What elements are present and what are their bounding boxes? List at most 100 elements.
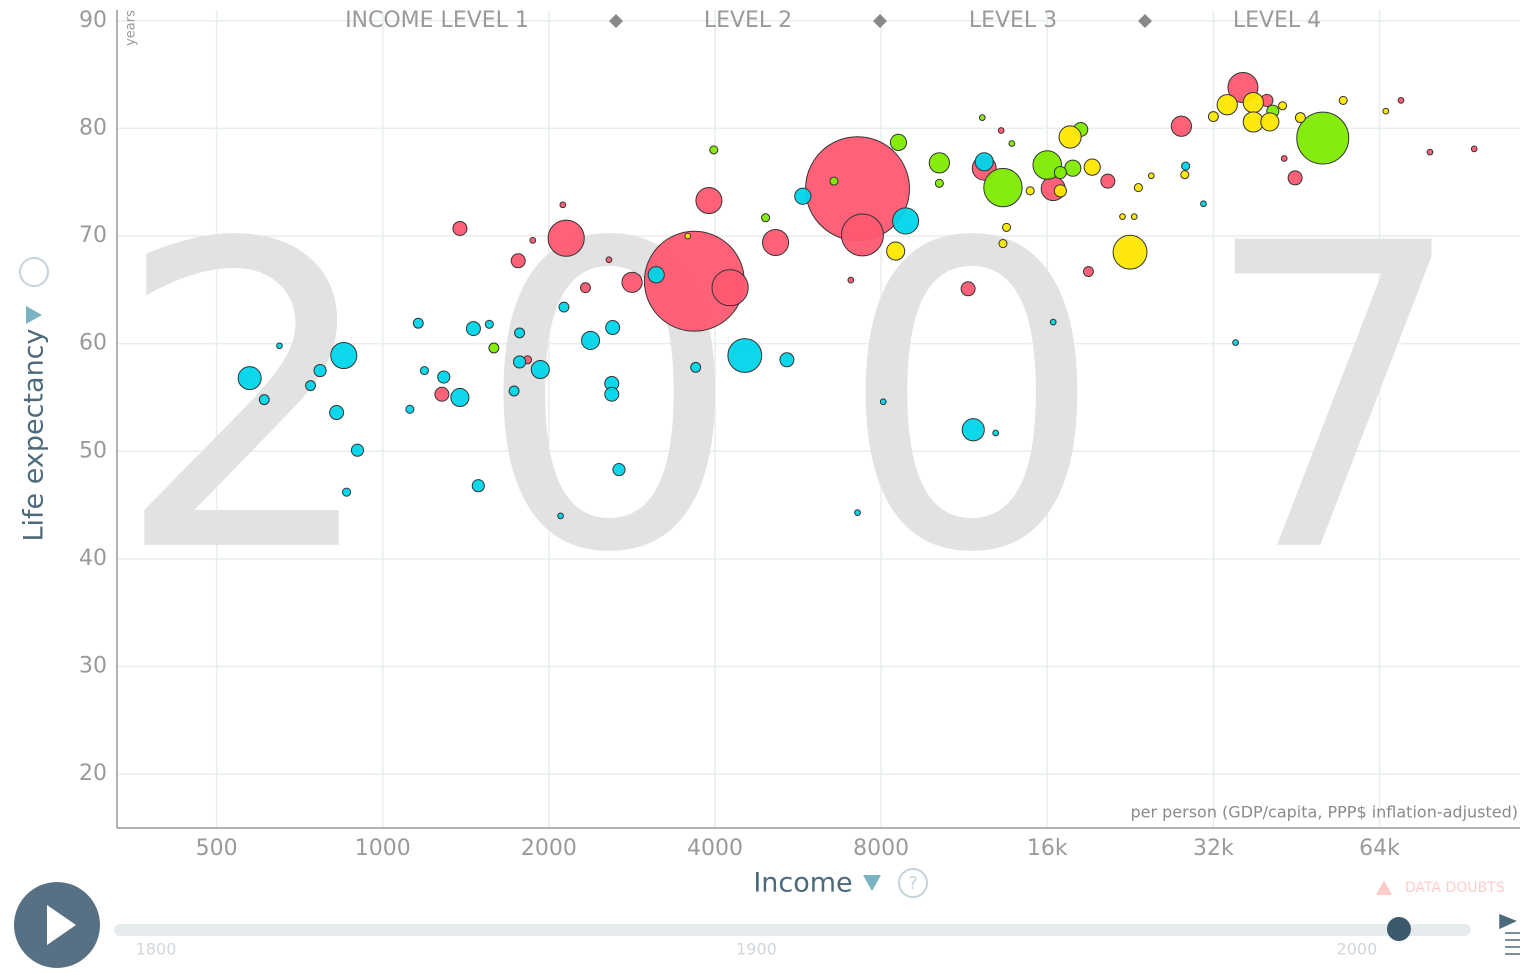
bubble [1260,112,1280,132]
bubble [1287,170,1303,186]
data-doubts[interactable]: DATA DOUBTS [1405,880,1505,896]
bubble [690,361,702,373]
x-help[interactable] [898,868,928,898]
income-level: INCOME LEVEL 1 [345,8,529,33]
bubble [1294,112,1306,124]
y-unit: years [124,10,139,46]
x-help-icon[interactable]: ? [908,873,918,894]
bubble [1338,95,1348,105]
bubble [1242,91,1264,114]
x-tick-label: 64k [1359,836,1400,861]
bubble [997,127,1005,134]
bubble [762,228,790,257]
timeline-handle[interactable] [1386,917,1411,941]
x-tick-label: 2000 [521,836,577,861]
x-sublabel: per person (GDP/capita, PPP$ inflation-a… [1130,803,1518,822]
bubble [1053,165,1067,180]
bubble [471,479,485,493]
bubble [695,186,723,215]
bubble [886,241,906,261]
y-tick-label: 30 [79,654,107,679]
bubble [1470,145,1478,153]
bubble [465,321,481,337]
bubble [1216,94,1238,116]
bubble [450,387,470,408]
x-tick-label: 500 [196,836,238,861]
bubble [794,187,812,205]
bubble [727,338,763,373]
bubble [605,256,613,264]
bubble [434,386,450,402]
plot [237,71,1478,520]
x-axis-label[interactable]: Income [753,868,852,899]
bubble [829,176,839,186]
bubble [847,276,855,284]
bubble [854,509,861,516]
bubble [305,380,317,392]
bubble [779,352,795,368]
bubble [1382,107,1390,115]
y-tick-label: 20 [79,761,107,786]
income-level: LEVEL 4 [1233,8,1321,33]
y-help[interactable] [19,257,49,287]
bubble [1133,183,1143,193]
bubble [258,394,270,406]
bubble [1049,318,1057,326]
bubble [892,207,920,235]
y-tick-label: 60 [79,331,107,356]
bubble [405,404,415,414]
bubble [711,269,749,307]
bubble [928,152,950,174]
bubble [342,487,352,497]
bubble [647,266,665,284]
bubble [437,370,451,384]
bubble [983,167,1023,208]
bubble [237,366,262,391]
y-axis-label[interactable]: Life expectancy [19,328,50,541]
bubble [961,418,985,442]
bubble [1207,111,1219,123]
bubble [879,398,887,406]
bubble [978,114,986,121]
bubble [329,405,345,421]
x-tick-label: 8000 [853,836,909,861]
bubble [1200,200,1207,208]
bubble [1181,161,1191,171]
bubble [1280,155,1288,162]
income-level: LEVEL 2 [704,8,792,33]
year-watermark: 2007 [114,156,1527,645]
bubble [580,282,591,294]
bubble [530,359,550,380]
bubble [452,220,468,236]
bubble [313,363,327,378]
bubble [350,443,365,457]
bubble [513,355,527,369]
bubble [1058,125,1082,149]
bubble [419,366,429,376]
x-axis-menu[interactable] [863,875,881,891]
bubble [1180,170,1190,180]
bubble [621,271,643,293]
bubble [840,213,884,257]
warning-icon[interactable] [1376,880,1392,895]
bubble [974,152,994,172]
bubble [529,236,537,244]
timeline-end[interactable] [1499,913,1520,955]
bubble [1025,186,1035,196]
bubble [992,429,1000,437]
bubble [484,319,494,329]
bubble [558,301,570,313]
bubble [1397,97,1405,104]
level-divider [609,14,1152,28]
bubble [1053,184,1067,198]
y-axis-menu[interactable] [26,306,42,324]
play-icon[interactable] [47,905,76,945]
bubble [889,133,908,151]
timeline-tick-label: 2000 [1337,940,1378,959]
timeline[interactable]: 1800 1900 2000 [114,917,1471,959]
bubble [1119,213,1126,221]
bubble [1112,234,1148,270]
y-tick-label: 70 [79,223,107,248]
y-tick-label: 40 [79,546,107,571]
background [117,10,1520,828]
